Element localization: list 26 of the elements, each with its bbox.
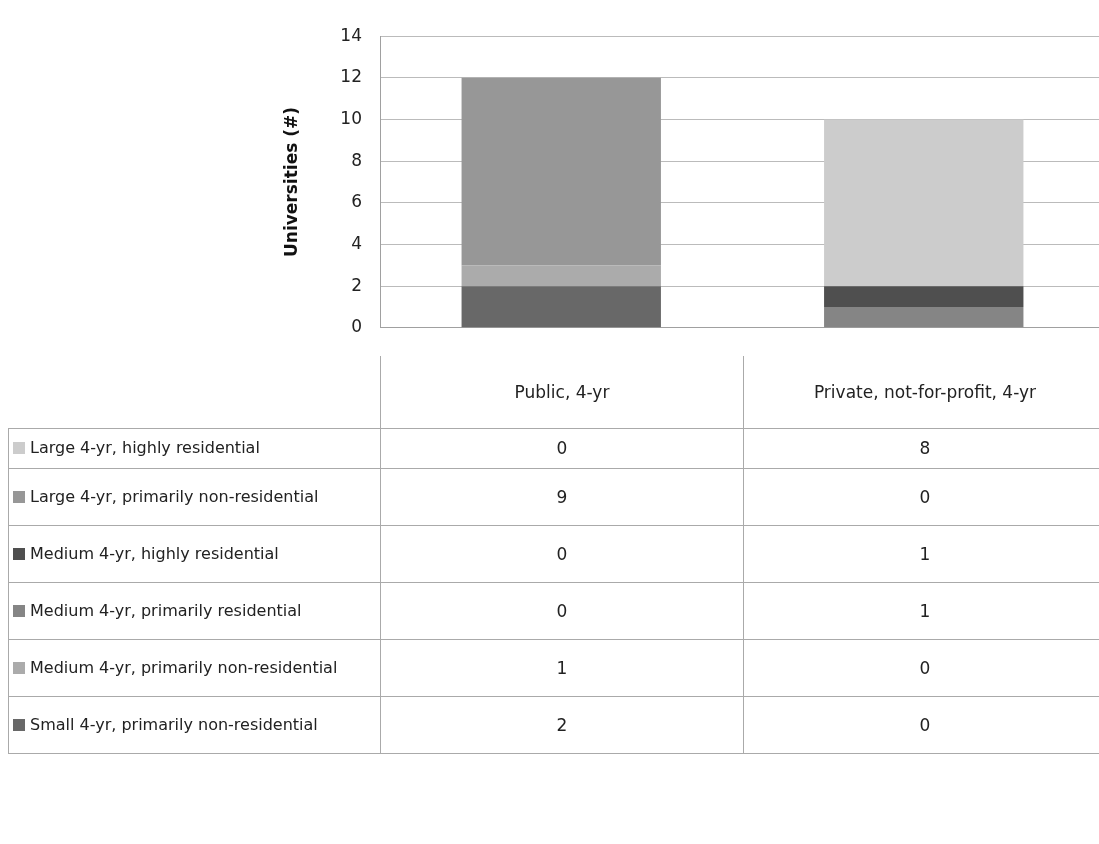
x-tick-label: Public, 4-yr (380, 356, 744, 428)
data-label: 0 (743, 696, 1099, 753)
data-label: 0 (743, 639, 1099, 696)
y-tick-label: 12 (340, 66, 362, 87)
y-tick-label: 2 (351, 274, 362, 295)
y-tick-label: 4 (351, 232, 362, 253)
y-axis-title: Universities (#) (280, 107, 301, 257)
y-tick-label: 6 (351, 191, 362, 212)
y-tick-label: 0 (351, 316, 362, 337)
y-tick-label: 10 (340, 107, 362, 128)
data-label: 0 (743, 468, 1099, 525)
data-label: 0 (380, 428, 744, 468)
data-label: 1 (380, 639, 744, 696)
data-label: 9 (380, 468, 744, 525)
legend-label: Small 4-yr, primarily non-residential (30, 713, 319, 736)
data-label: 1 (743, 582, 1099, 639)
legend-label: Large 4-yr, highly residential (30, 437, 261, 459)
y-tick-label: 14 (340, 24, 362, 45)
x-tick-label: Private, not-for-profit, 4-yr (743, 356, 1099, 428)
data-label: 8 (743, 428, 1099, 468)
data-label: 1 (743, 525, 1099, 582)
legend-label: Medium 4-yr, highly residential (30, 542, 280, 565)
y-tick-label: 8 (351, 149, 362, 170)
legend-label: Medium 4-yr, primarily residential (30, 599, 303, 622)
legend-label: Medium 4-yr, primarily non-residential (30, 656, 339, 679)
legend-label: Large 4-yr, primarily non-residential (30, 485, 320, 508)
